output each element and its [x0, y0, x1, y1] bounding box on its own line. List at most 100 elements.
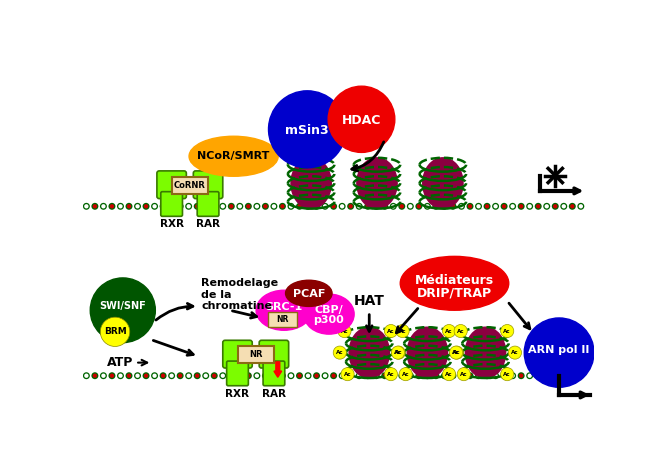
Circle shape	[569, 203, 576, 210]
Circle shape	[340, 373, 345, 378]
Text: ARN pol II: ARN pol II	[529, 345, 590, 355]
Circle shape	[178, 373, 182, 378]
Ellipse shape	[349, 327, 389, 378]
Circle shape	[459, 204, 463, 208]
Text: NR: NR	[277, 315, 288, 324]
Circle shape	[408, 204, 412, 208]
Ellipse shape	[465, 327, 506, 378]
Circle shape	[323, 373, 327, 378]
Circle shape	[526, 203, 533, 210]
FancyBboxPatch shape	[268, 312, 297, 327]
Circle shape	[134, 203, 141, 210]
Circle shape	[570, 204, 574, 208]
Circle shape	[151, 203, 158, 210]
Circle shape	[527, 204, 532, 208]
Circle shape	[400, 204, 404, 208]
Circle shape	[288, 372, 294, 379]
Circle shape	[357, 373, 361, 378]
Circle shape	[314, 204, 319, 208]
Circle shape	[517, 372, 525, 379]
Circle shape	[323, 204, 327, 208]
Circle shape	[484, 203, 490, 210]
Text: RAR: RAR	[196, 219, 220, 229]
Text: Ac: Ac	[452, 350, 460, 355]
Circle shape	[425, 204, 430, 208]
Circle shape	[451, 204, 455, 208]
Circle shape	[262, 203, 269, 210]
Circle shape	[271, 372, 277, 379]
Ellipse shape	[400, 256, 509, 310]
Circle shape	[304, 203, 312, 210]
Circle shape	[330, 372, 337, 379]
Circle shape	[161, 204, 165, 208]
Circle shape	[562, 204, 566, 208]
Circle shape	[246, 204, 251, 208]
Circle shape	[297, 373, 302, 378]
Circle shape	[492, 203, 499, 210]
Circle shape	[407, 203, 414, 210]
Circle shape	[570, 373, 574, 378]
Circle shape	[272, 373, 276, 378]
Circle shape	[321, 203, 329, 210]
Circle shape	[263, 204, 267, 208]
Text: Ac: Ac	[336, 350, 344, 355]
Circle shape	[381, 203, 388, 210]
Circle shape	[501, 368, 513, 380]
Circle shape	[442, 373, 447, 378]
Circle shape	[203, 204, 208, 208]
Text: mSin3: mSin3	[285, 124, 329, 137]
Text: PCAF: PCAF	[292, 289, 325, 299]
Circle shape	[475, 372, 482, 379]
Circle shape	[508, 346, 521, 359]
Circle shape	[441, 203, 448, 210]
Circle shape	[400, 373, 404, 378]
Circle shape	[391, 346, 405, 359]
Text: Ac: Ac	[453, 350, 461, 355]
Circle shape	[280, 373, 284, 378]
Circle shape	[101, 204, 106, 208]
Circle shape	[212, 373, 216, 378]
Circle shape	[272, 204, 276, 208]
Circle shape	[151, 372, 158, 379]
FancyBboxPatch shape	[226, 361, 248, 386]
Circle shape	[383, 373, 387, 378]
Circle shape	[177, 203, 183, 210]
Circle shape	[544, 373, 549, 378]
Circle shape	[501, 372, 508, 379]
Text: Ac: Ac	[446, 329, 453, 334]
Circle shape	[415, 203, 422, 210]
Text: Ac: Ac	[394, 350, 402, 355]
Circle shape	[90, 278, 155, 343]
Circle shape	[347, 372, 354, 379]
Circle shape	[536, 373, 541, 378]
Circle shape	[492, 372, 499, 379]
Circle shape	[195, 373, 199, 378]
Circle shape	[374, 204, 378, 208]
Circle shape	[289, 373, 293, 378]
Circle shape	[161, 373, 165, 378]
Circle shape	[135, 204, 140, 208]
Circle shape	[391, 373, 395, 378]
Circle shape	[467, 372, 473, 379]
Circle shape	[384, 324, 397, 337]
Circle shape	[457, 368, 471, 380]
Circle shape	[219, 203, 226, 210]
Circle shape	[468, 204, 472, 208]
Circle shape	[144, 204, 148, 208]
Circle shape	[92, 203, 98, 210]
Circle shape	[519, 373, 523, 378]
Text: SWI/SNF: SWI/SNF	[100, 301, 146, 311]
Circle shape	[449, 346, 463, 359]
Circle shape	[484, 372, 490, 379]
Circle shape	[187, 204, 191, 208]
Circle shape	[92, 373, 97, 378]
Text: p160: p160	[272, 313, 296, 323]
Circle shape	[399, 372, 405, 379]
Circle shape	[517, 203, 525, 210]
Circle shape	[108, 203, 116, 210]
Circle shape	[296, 372, 303, 379]
Ellipse shape	[291, 158, 331, 209]
Text: Ac: Ac	[512, 350, 519, 355]
Circle shape	[330, 203, 337, 210]
Circle shape	[494, 373, 498, 378]
